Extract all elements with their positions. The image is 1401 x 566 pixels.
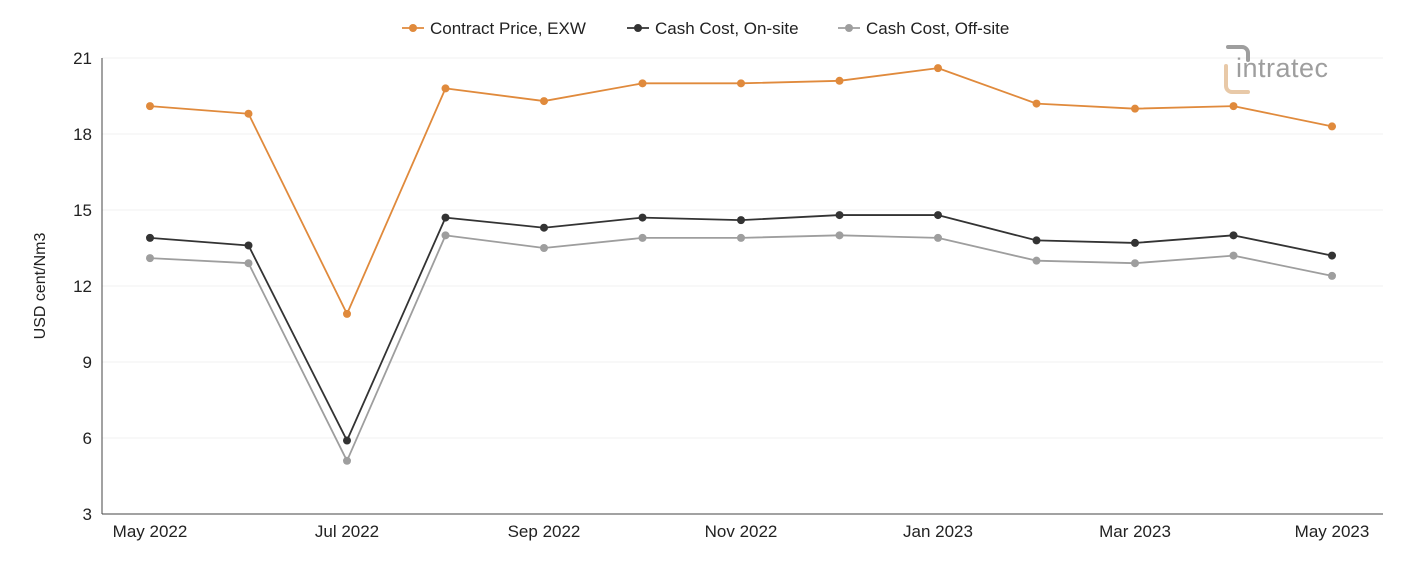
- data-point[interactable]: [441, 213, 450, 222]
- legend-label: Cash Cost, On-site: [655, 19, 799, 38]
- y-tick-label: 18: [73, 125, 92, 144]
- data-point[interactable]: [146, 102, 154, 111]
- x-tick-label: Mar 2023: [1099, 522, 1171, 541]
- data-point[interactable]: [1131, 259, 1139, 268]
- data-point[interactable]: [1032, 99, 1041, 108]
- data-point[interactable]: [737, 216, 745, 225]
- data-point[interactable]: [441, 231, 450, 240]
- legend-swatch-marker: [634, 24, 642, 32]
- data-point[interactable]: [737, 79, 745, 88]
- y-tick-label: 15: [73, 201, 92, 220]
- x-tick-label: Jan 2023: [903, 522, 973, 541]
- series-3: [146, 231, 1336, 465]
- legend-item[interactable]: Cash Cost, Off-site: [838, 19, 1009, 38]
- legend-item[interactable]: Contract Price, EXW: [402, 19, 586, 38]
- data-point[interactable]: [934, 64, 942, 73]
- y-tick-label: 12: [73, 277, 92, 296]
- data-point[interactable]: [146, 254, 154, 263]
- x-tick-label: May 2023: [1295, 522, 1370, 541]
- data-point[interactable]: [146, 233, 154, 242]
- data-point[interactable]: [540, 244, 548, 252]
- gridlines: [102, 57, 1383, 439]
- data-point[interactable]: [1229, 231, 1238, 240]
- data-point[interactable]: [835, 211, 844, 220]
- legend-swatch-marker: [409, 24, 417, 32]
- data-point[interactable]: [1328, 271, 1336, 280]
- data-point[interactable]: [835, 76, 844, 85]
- data-point[interactable]: [343, 456, 351, 465]
- data-point[interactable]: [1229, 102, 1238, 111]
- axes: 3 6 9 12 15 18 21 May 2022 Jul 2022 Sep 2022 Nov 2…: [32, 49, 1383, 541]
- data-point[interactable]: [1328, 251, 1336, 260]
- data-point[interactable]: [1032, 256, 1041, 265]
- series-1: [146, 64, 1336, 318]
- legend-label: Contract Price, EXW: [430, 19, 586, 38]
- x-tick-label: May 2022: [113, 522, 188, 541]
- data-point[interactable]: [540, 97, 548, 106]
- data-point[interactable]: [638, 79, 647, 88]
- data-point[interactable]: [1229, 251, 1238, 260]
- legend-label: Cash Cost, Off-site: [866, 19, 1009, 38]
- data-point[interactable]: [737, 233, 745, 242]
- series-2: [146, 211, 1336, 445]
- data-point[interactable]: [835, 231, 844, 240]
- data-point[interactable]: [1131, 104, 1139, 113]
- data-point[interactable]: [934, 233, 942, 242]
- x-tick-label: Jul 2022: [315, 522, 379, 541]
- legend-item[interactable]: Cash Cost, On-site: [627, 19, 799, 38]
- data-point[interactable]: [1032, 236, 1041, 245]
- series-lines: [146, 64, 1336, 465]
- x-tick-label: Sep 2022: [508, 522, 581, 541]
- series-line: [149, 67, 1333, 315]
- x-tick-label: Nov 2022: [705, 522, 778, 541]
- data-point[interactable]: [343, 309, 351, 318]
- data-point[interactable]: [934, 211, 942, 220]
- data-point[interactable]: [1131, 238, 1139, 247]
- legend-swatch-marker: [845, 24, 853, 32]
- data-point[interactable]: [244, 109, 253, 118]
- data-point[interactable]: [244, 259, 253, 268]
- data-point[interactable]: [638, 233, 647, 242]
- data-point[interactable]: [1328, 122, 1336, 131]
- y-tick-label: 21: [73, 49, 92, 68]
- intratec-logo: intratec: [1224, 45, 1329, 94]
- y-tick-label: 9: [83, 353, 92, 372]
- series-line: [149, 234, 1333, 462]
- legend[interactable]: Contract Price, EXW Cash Cost, On-site Cas…: [402, 19, 1009, 38]
- logo-text: intratec: [1236, 53, 1329, 83]
- data-point[interactable]: [540, 223, 548, 232]
- y-axis-title: USD cent/Nm3: [32, 233, 49, 340]
- data-point[interactable]: [638, 213, 647, 222]
- data-point[interactable]: [244, 241, 253, 250]
- data-point[interactable]: [343, 436, 351, 445]
- series-line: [149, 214, 1333, 442]
- y-tick-label: 6: [83, 429, 92, 448]
- data-point[interactable]: [441, 84, 450, 93]
- y-tick-label: 3: [83, 505, 92, 524]
- intratec-logo-icon: [1224, 45, 1250, 94]
